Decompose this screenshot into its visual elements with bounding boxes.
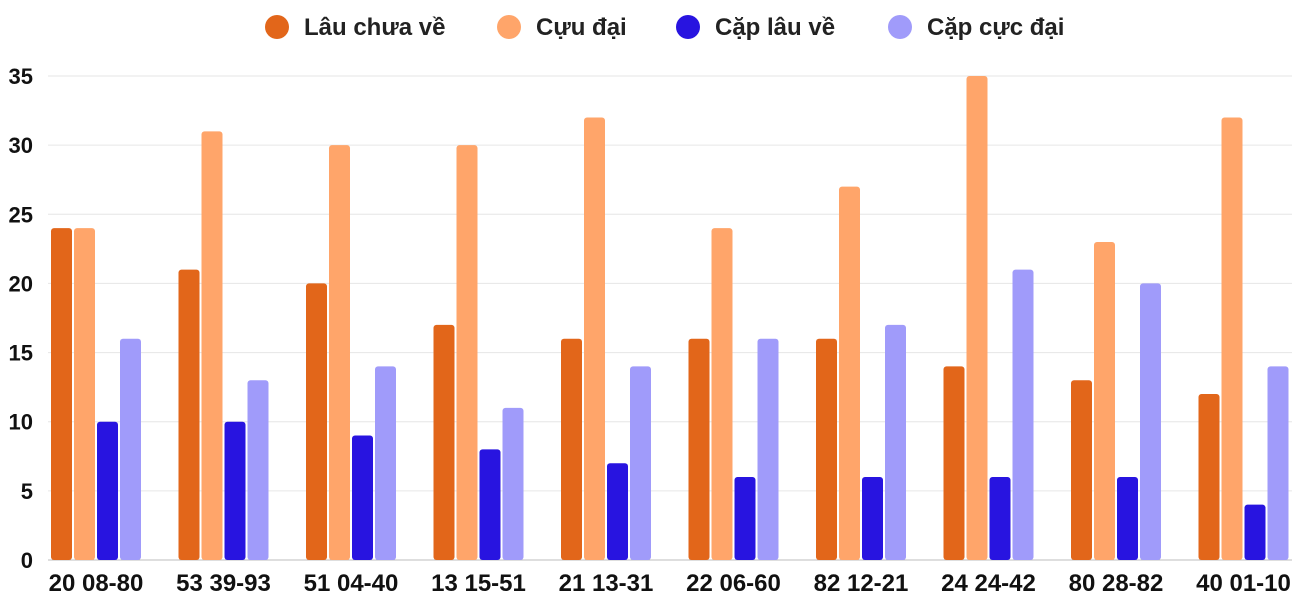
x-axis: 20 08-80 53 39-93 51 04-40 13 15-51 21 13-31… [49,570,1291,597]
x-tick-label: 80 28-82 [1069,570,1164,597]
bars [51,76,1289,561]
bar-4-4 [502,407,524,560]
bar-2-5 [584,117,605,560]
bar-2-1 [74,228,95,560]
bar-1-7 [816,338,837,560]
x-tick-label: 24 24-42 [941,570,1036,597]
legend-swatch [265,15,289,39]
y-tick-label: 25 [9,202,33,227]
legend-label: Cặp cực đại [927,14,1064,41]
x-tick-label: 21 13-31 [559,570,654,597]
legend-swatch [888,15,912,39]
legend-item-3: Cặp lâu về [676,14,835,41]
bar-3-7 [862,477,883,560]
bar-1-9 [1071,380,1092,560]
y-tick-label: 20 [9,271,33,296]
bar-3-6 [734,477,756,560]
y-tick-label: 0 [21,548,33,573]
bar-3-3 [352,435,373,560]
x-tick-label: 40 01-10 [1196,570,1291,597]
bar-2-3 [329,145,350,560]
y-tick-label: 30 [9,133,33,158]
bar-1-1 [51,228,72,560]
bar-4-7 [885,324,906,560]
bar-2-7 [839,186,860,560]
y-axis: 0 5 10 15 20 25 30 35 [9,64,33,573]
y-tick-label: 35 [9,64,33,89]
bar-4-8 [1012,269,1034,560]
legend-item-1: Lâu chưa về [265,14,445,41]
bar-3-5 [607,463,628,560]
bar-2-2 [201,131,223,561]
bar-3-2 [224,421,246,560]
legend-item-4: Cặp cực đại [888,14,1064,41]
bar-2-4 [456,145,478,560]
bar-3-1 [97,421,118,560]
bar-4-9 [1140,283,1161,560]
bar-2-8 [966,76,988,560]
bar-4-10 [1267,366,1289,560]
y-tick-label: 5 [21,479,33,504]
y-tick-label: 10 [9,410,33,435]
y-tick-label: 15 [9,341,33,366]
bar-4-6 [757,338,779,560]
legend-label: Lâu chưa về [304,14,445,41]
bar-4-5 [630,366,651,560]
bar-1-5 [561,338,582,560]
bar-1-6 [688,338,710,560]
legend-swatch [676,15,700,39]
x-tick-label: 22 06-60 [686,570,781,597]
legend-label: Cặp lâu về [715,14,835,41]
bar-4-1 [120,338,141,560]
bar-1-10 [1198,394,1220,560]
bar-4-2 [247,380,269,560]
bar-1-2 [178,269,200,560]
bar-2-10 [1221,117,1243,560]
x-tick-label: 13 15-51 [431,570,526,597]
bar-3-9 [1117,477,1138,560]
legend-item-2: Cựu đại [497,14,627,41]
x-tick-label: 53 39-93 [176,570,271,597]
bar-1-3 [306,283,327,560]
bar-2-9 [1094,241,1115,560]
bar-1-8 [943,366,965,560]
bar-3-8 [989,477,1011,560]
bar-3-4 [479,449,501,560]
legend: Lâu chưa về Cựu đại Cặp lâu về Cặp cực đại [265,14,1064,41]
bar-2-6 [711,228,733,560]
legend-label: Cựu đại [536,14,627,41]
x-tick-label: 51 04-40 [304,570,399,597]
x-tick-label: 82 12-21 [814,570,909,597]
bar-4-3 [375,366,396,560]
bar-3-10 [1244,504,1266,560]
legend-swatch [497,15,521,39]
x-tick-label: 20 08-80 [49,570,144,597]
bar-1-4 [433,324,455,560]
